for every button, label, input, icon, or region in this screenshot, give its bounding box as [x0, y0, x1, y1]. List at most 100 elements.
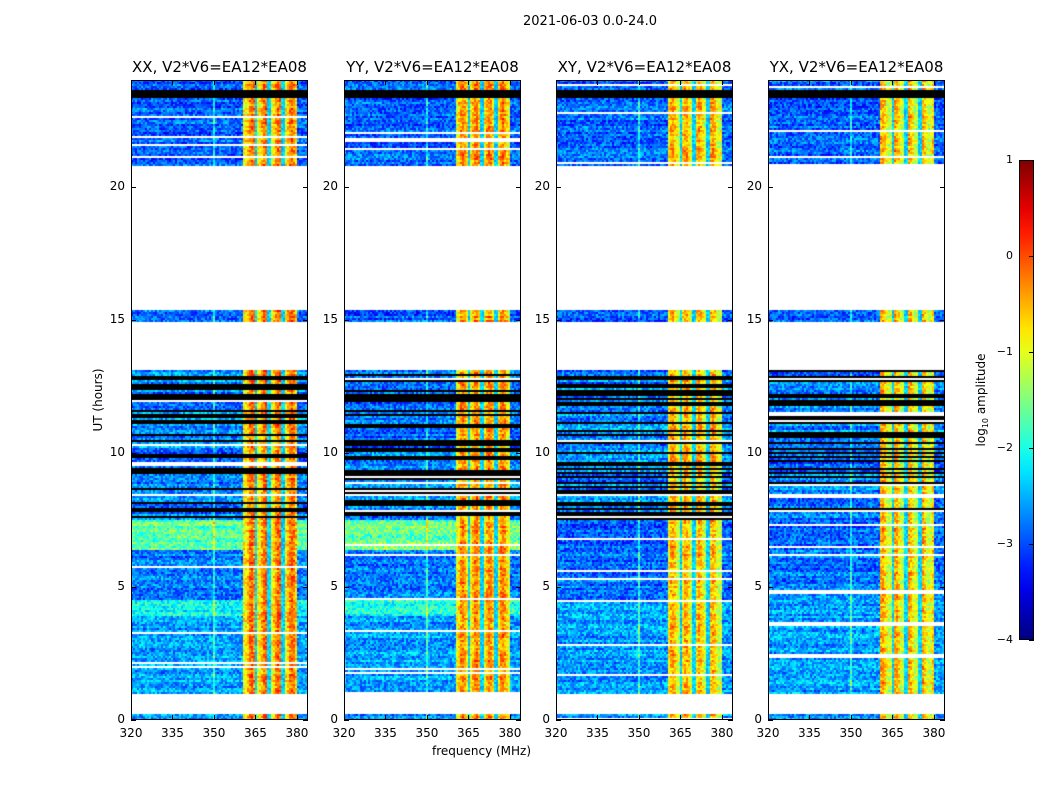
- y-tick-mark: [940, 453, 945, 455]
- y-tick-label: 10: [322, 445, 338, 460]
- x-tick-mark: [638, 80, 640, 85]
- y-tick-mark: [940, 186, 945, 188]
- y-tick-label: 5: [117, 578, 125, 593]
- spectrogram-heatmap: [344, 80, 521, 720]
- x-tick-label: 365: [457, 726, 480, 740]
- y-tick-label: 5: [542, 578, 550, 593]
- x-tick-mark: [426, 80, 428, 85]
- x-tick-label: 320: [119, 726, 143, 740]
- x-tick-mark: [255, 80, 257, 85]
- x-tick-mark: [768, 80, 769, 85]
- y-tick-label: 20: [746, 178, 762, 193]
- y-tick-mark: [344, 453, 349, 455]
- y-tick-mark: [516, 453, 521, 455]
- x-tick-mark: [850, 80, 852, 85]
- x-tick-mark: [468, 80, 470, 85]
- x-tick-mark: [933, 80, 935, 85]
- x-tick-mark: [509, 80, 511, 85]
- x-tick-mark: [892, 80, 894, 85]
- y-tick-mark: [768, 320, 773, 321]
- x-tick-mark: [556, 715, 557, 720]
- x-tick-mark: [721, 715, 723, 720]
- y-tick-label: 0: [754, 712, 762, 726]
- x-tick-label: 380: [285, 726, 309, 740]
- y-tick-label: 10: [534, 445, 550, 460]
- figure-title: 2021-06-03 0.0-24.0: [523, 14, 657, 29]
- y-tick-mark: [728, 453, 733, 455]
- y-tick-mark: [940, 320, 945, 321]
- x-tick-mark: [680, 715, 682, 720]
- x-tick-mark: [556, 80, 557, 85]
- spectrogram-panel: YX, V2*V6=EA12*EA08 0 5 10 15 20 320 335 350 365 3…: [747, 58, 946, 740]
- x-tick-label: 335: [798, 726, 821, 740]
- y-tick-mark: [303, 720, 308, 721]
- y-tick-label: 20: [534, 178, 550, 193]
- y-tick-mark: [728, 320, 733, 321]
- x-tick-label: 335: [374, 726, 397, 740]
- x-tick-mark: [933, 715, 935, 720]
- y-tick-mark: [516, 586, 521, 588]
- x-tick-label: 350: [627, 726, 651, 740]
- y-tick-mark: [556, 453, 561, 455]
- panel-title: XX, V2*V6=EA12*EA08: [132, 58, 307, 76]
- y-tick-mark: [940, 720, 945, 721]
- colorbar-tick-mark: [1029, 448, 1034, 449]
- colorbar-tick-label: −3: [996, 537, 1013, 550]
- colorbar-tick-label: −2: [996, 441, 1013, 454]
- x-tick-mark: [850, 715, 852, 720]
- spectrogram-panel: YY, V2*V6=EA12*EA08 0 5 10 15 20 320 335 350 365 3…: [323, 58, 522, 740]
- colorbar-tick-label: −4: [996, 633, 1013, 646]
- x-tick-mark: [296, 80, 298, 85]
- x-tick-mark: [131, 80, 132, 85]
- y-tick-mark: [728, 186, 733, 188]
- spectrogram-panel: XY, V2*V6=EA12*EA08 0 5 10 15 20 320 335 350 365 3…: [535, 58, 734, 740]
- panel-title: YX, V2*V6=EA12*EA08: [769, 58, 944, 76]
- x-axis-label: frequency (MHz): [432, 744, 532, 758]
- colorbar-tick-mark: [1029, 640, 1034, 641]
- y-tick-mark: [131, 186, 136, 188]
- x-tick-label: 320: [756, 726, 780, 740]
- colorbar-tick-mark: [1029, 352, 1034, 353]
- y-tick-mark: [556, 186, 561, 188]
- y-tick-label: 10: [746, 445, 762, 460]
- x-tick-mark: [296, 715, 298, 720]
- spectrogram-heatmap: [556, 80, 733, 720]
- x-tick-label: 365: [669, 726, 692, 740]
- x-tick-mark: [213, 80, 215, 85]
- x-tick-mark: [680, 80, 682, 85]
- y-tick-label: 5: [330, 578, 338, 593]
- x-tick-mark: [809, 715, 811, 720]
- x-tick-mark: [213, 715, 215, 720]
- colorbar-tick-mark: [1029, 544, 1034, 545]
- x-tick-mark: [172, 715, 174, 720]
- y-tick-label: 20: [322, 178, 338, 193]
- x-tick-mark: [172, 80, 174, 85]
- x-tick-label: 335: [161, 726, 184, 740]
- y-tick-mark: [303, 586, 308, 588]
- panel-title: YY, V2*V6=EA12*EA08: [346, 58, 519, 76]
- y-tick-mark: [344, 186, 349, 188]
- y-tick-mark: [131, 453, 136, 455]
- spectrogram-heatmap: [131, 80, 308, 720]
- y-tick-mark: [556, 720, 561, 721]
- x-tick-mark: [385, 80, 387, 85]
- y-axis-label: UT (hours): [91, 368, 105, 432]
- colorbar: [1019, 160, 1034, 640]
- x-tick-mark: [344, 715, 345, 720]
- x-tick-label: 380: [498, 726, 522, 740]
- colorbar-tick-label: 1: [1006, 153, 1013, 166]
- x-tick-mark: [768, 715, 769, 720]
- x-tick-mark: [638, 715, 640, 720]
- x-tick-label: 380: [710, 726, 734, 740]
- y-tick-mark: [131, 720, 136, 721]
- colorbar-tick-mark: [1029, 160, 1034, 161]
- x-tick-mark: [892, 715, 894, 720]
- y-tick-label: 0: [542, 712, 550, 726]
- y-tick-label: 0: [117, 712, 125, 726]
- panel-title: XY, V2*V6=EA12*EA08: [557, 58, 732, 76]
- y-tick-mark: [728, 586, 733, 588]
- y-tick-label: 15: [534, 312, 550, 326]
- x-tick-mark: [344, 80, 345, 85]
- x-tick-label: 335: [586, 726, 609, 740]
